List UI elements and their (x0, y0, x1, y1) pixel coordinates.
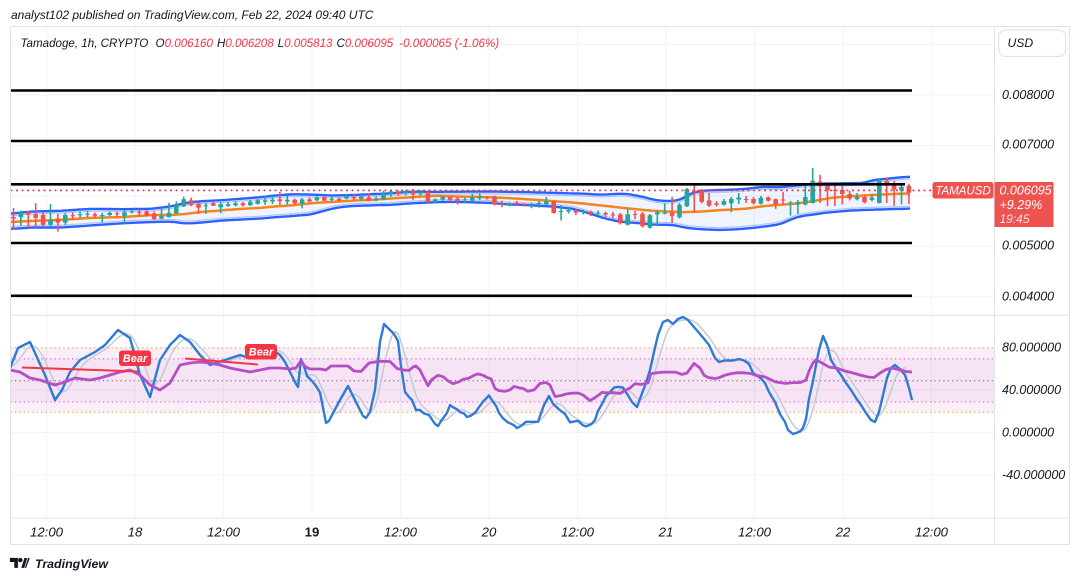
svg-text:40.000000: 40.000000 (1002, 383, 1061, 397)
svg-text:+9.29%: +9.29% (1000, 198, 1043, 212)
svg-text:12:00: 12:00 (561, 524, 595, 539)
svg-text:TradingView: TradingView (35, 557, 109, 571)
svg-text:0.000000: 0.000000 (1002, 426, 1054, 440)
svg-text:0.005000: 0.005000 (1002, 239, 1054, 253)
svg-text:Tamadoge, 1h, CRYPTO O0.006160: Tamadoge, 1h, CRYPTO O0.006160 H0.006208 L… (21, 37, 500, 50)
svg-text:Bear: Bear (123, 353, 148, 365)
svg-text:20: 20 (481, 524, 497, 539)
svg-text:analyst102 published on Tradin: analyst102 published on TradingView.com,… (11, 8, 374, 22)
svg-text:12:00: 12:00 (384, 524, 418, 539)
svg-text:0.008000: 0.008000 (1002, 88, 1054, 102)
svg-text:-40.000000: -40.000000 (1002, 468, 1065, 482)
svg-text:12:00: 12:00 (738, 524, 772, 539)
svg-text:USD: USD (1008, 36, 1034, 50)
svg-text:12:00: 12:00 (207, 524, 241, 539)
svg-text:0.004000: 0.004000 (1002, 289, 1054, 303)
svg-text:21: 21 (658, 524, 674, 539)
svg-text:19: 19 (305, 524, 320, 539)
svg-text:0.006095: 0.006095 (1000, 184, 1052, 198)
svg-text:18: 18 (128, 524, 143, 539)
svg-text:22: 22 (835, 524, 851, 539)
svg-text:12:00: 12:00 (30, 524, 64, 539)
svg-text:12:00: 12:00 (915, 524, 949, 539)
svg-text:Bear: Bear (249, 347, 274, 359)
svg-text:TAMAUSD: TAMAUSD (935, 185, 990, 197)
svg-text:0.007000: 0.007000 (1002, 138, 1054, 152)
svg-text:80.000000: 80.000000 (1002, 341, 1061, 355)
svg-text:19:45: 19:45 (1000, 212, 1030, 226)
